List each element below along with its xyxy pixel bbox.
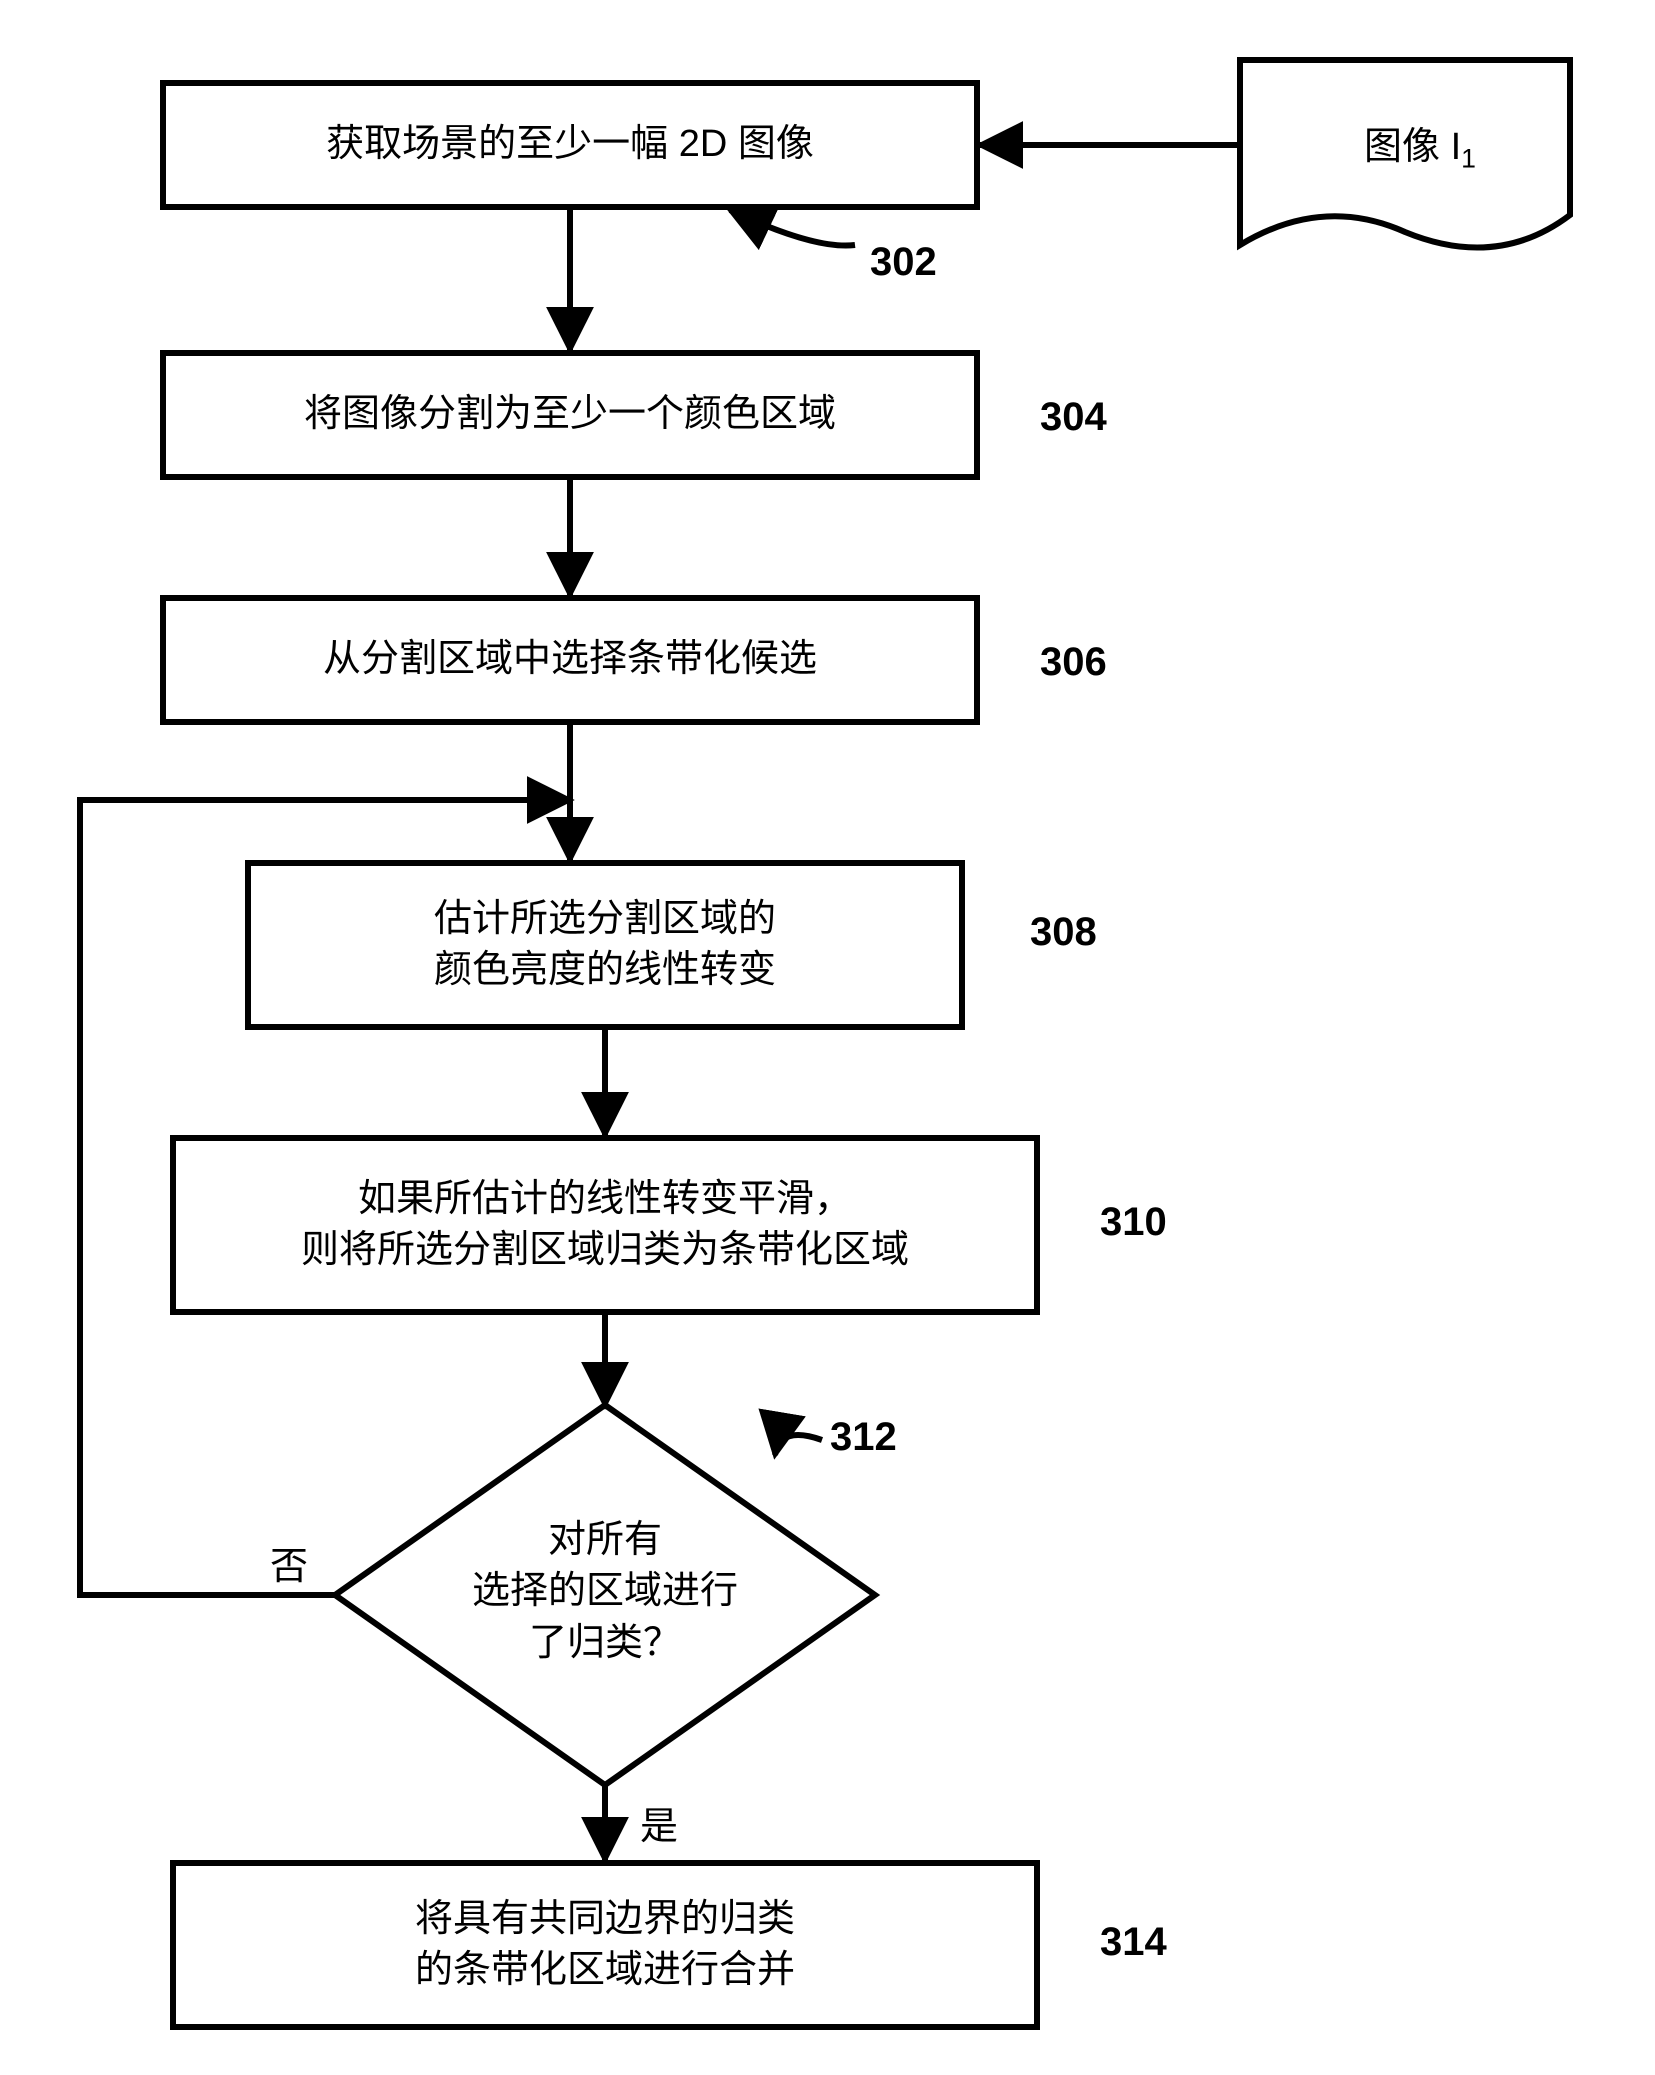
step-number-310: 310: [1100, 1200, 1167, 1245]
doc-text-main: 图像 I: [1364, 126, 1461, 168]
edge-label-no: 否: [270, 1535, 308, 1590]
process-box-text: 将图像分割为至少一个颜色区域: [304, 389, 836, 440]
process-box-n304: 将图像分割为至少一个颜色区域: [160, 350, 980, 480]
edge-label-yes: 是: [640, 1795, 678, 1850]
step-number-302: 302: [870, 240, 937, 285]
step-number-314: 314: [1100, 1920, 1167, 1965]
process-box-n306: 从分割区域中选择条带化候选: [160, 595, 980, 725]
step-number-304: 304: [1040, 395, 1107, 440]
process-box-text: 将具有共同边界的归类的条带化区域进行合并: [415, 1894, 795, 1997]
process-box-text: 估计所选分割区域的颜色亮度的线性转变: [434, 894, 776, 997]
process-box-n310: 如果所估计的线性转变平滑，则将所选分割区域归类为条带化区域: [170, 1135, 1040, 1315]
process-box-text: 从分割区域中选择条带化候选: [323, 634, 817, 685]
process-box-n302: 获取场景的至少一幅 2D 图像: [160, 80, 980, 210]
input-document-label: 图像 I1: [1295, 115, 1545, 175]
flowchart-canvas: 获取场景的至少一幅 2D 图像 302 将图像分割为至少一个颜色区域 304 从分割区域…: [40, 40, 1615, 2035]
step-number-312: 312: [830, 1415, 897, 1460]
process-box-n314: 将具有共同边界的归类的条带化区域进行合并: [170, 1860, 1040, 2030]
decision-text: 对所有选择的区域进行了归类？: [425, 1515, 785, 1669]
step-number-308: 308: [1030, 910, 1097, 955]
process-box-text: 获取场景的至少一幅 2D 图像: [326, 119, 814, 170]
step-number-306: 306: [1040, 640, 1107, 685]
process-box-n308: 估计所选分割区域的颜色亮度的线性转变: [245, 860, 965, 1030]
connector-layer: [40, 40, 1615, 2035]
process-box-text: 如果所估计的线性转变平滑，则将所选分割区域归类为条带化区域: [301, 1174, 909, 1277]
doc-text-sub: 1: [1461, 144, 1476, 174]
